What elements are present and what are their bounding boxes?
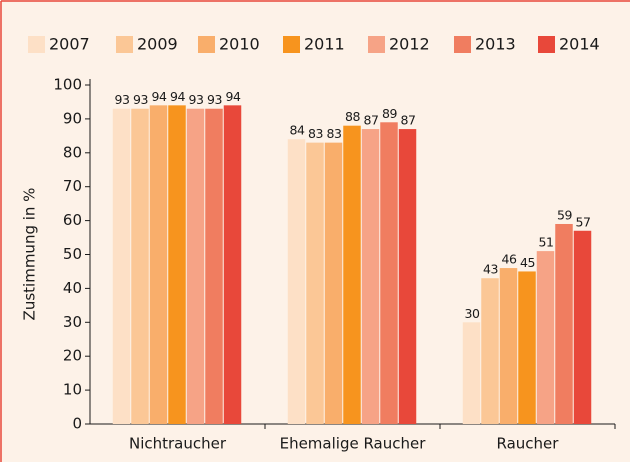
x-tick-label: Ehemalige Raucher: [280, 435, 427, 453]
legend-swatch: [198, 36, 215, 53]
bar: [287, 139, 306, 425]
value-label: 89: [382, 106, 397, 121]
value-label: 88: [345, 109, 360, 124]
y-tick-label: 100: [53, 76, 82, 94]
y-tick-label: 30: [63, 313, 82, 331]
value-label: 46: [502, 252, 517, 267]
y-tick-label: 20: [63, 347, 82, 365]
legend-swatch: [28, 36, 45, 53]
bar: [361, 129, 380, 424]
y-tick-label: 80: [63, 143, 82, 161]
bar: [205, 108, 223, 424]
bar: [324, 142, 343, 424]
y-tick-label: 50: [63, 245, 82, 263]
bar: [131, 108, 149, 424]
value-label: 93: [207, 92, 222, 107]
y-tick-label: 10: [63, 381, 82, 399]
bar: [536, 251, 555, 424]
y-tick-label: 70: [63, 177, 82, 195]
legend-label: 2010: [219, 35, 260, 54]
value-label: 43: [483, 262, 498, 277]
bar: [186, 108, 205, 424]
bar: [499, 268, 518, 424]
y-axis-label: Zustimmung in %: [21, 188, 39, 321]
value-label: 84: [290, 123, 305, 138]
legend-label: 2009: [137, 35, 178, 54]
legend-label: 2014: [559, 35, 600, 54]
value-label: 93: [189, 92, 204, 107]
legend-label: 2013: [475, 35, 516, 54]
value-label: 59: [557, 207, 572, 222]
value-label: 93: [115, 92, 130, 107]
value-label: 94: [152, 89, 167, 104]
x-tick-label: Nichtraucher: [129, 435, 227, 453]
bar: [112, 108, 131, 424]
bar: [223, 105, 242, 424]
value-label: 87: [364, 113, 379, 128]
bar: [462, 322, 481, 424]
bar: [168, 105, 186, 424]
value-label: 45: [520, 255, 535, 270]
value-label: 93: [133, 92, 148, 107]
legend-swatch: [116, 36, 133, 53]
y-tick-label: 40: [63, 279, 82, 297]
value-label: 83: [308, 126, 323, 141]
bar: [573, 230, 592, 424]
bar: [380, 122, 398, 424]
bar: [149, 105, 168, 424]
legend-label: 2011: [304, 35, 345, 54]
value-label: 94: [170, 89, 185, 104]
legend-swatch: [368, 36, 385, 53]
value-label: 94: [226, 89, 241, 104]
value-label: 51: [539, 235, 554, 250]
bar: [343, 125, 361, 425]
value-label: 30: [465, 306, 480, 321]
bar: [555, 223, 573, 424]
bar: [518, 271, 536, 424]
legend-label: 2007: [49, 35, 90, 54]
x-tick-label: Raucher: [497, 435, 560, 453]
legend-swatch: [538, 36, 555, 53]
legend-label: 2012: [389, 35, 430, 54]
value-label: 87: [401, 113, 416, 128]
legend-swatch: [283, 36, 300, 53]
legend-swatch: [454, 36, 471, 53]
bar: [306, 142, 324, 424]
bar: [481, 278, 499, 424]
value-label: 83: [327, 126, 342, 141]
y-tick-label: 90: [63, 109, 82, 127]
y-tick-label: 0: [72, 415, 82, 433]
y-tick-label: 60: [63, 211, 82, 229]
bar: [398, 129, 417, 424]
value-label: 57: [576, 214, 591, 229]
